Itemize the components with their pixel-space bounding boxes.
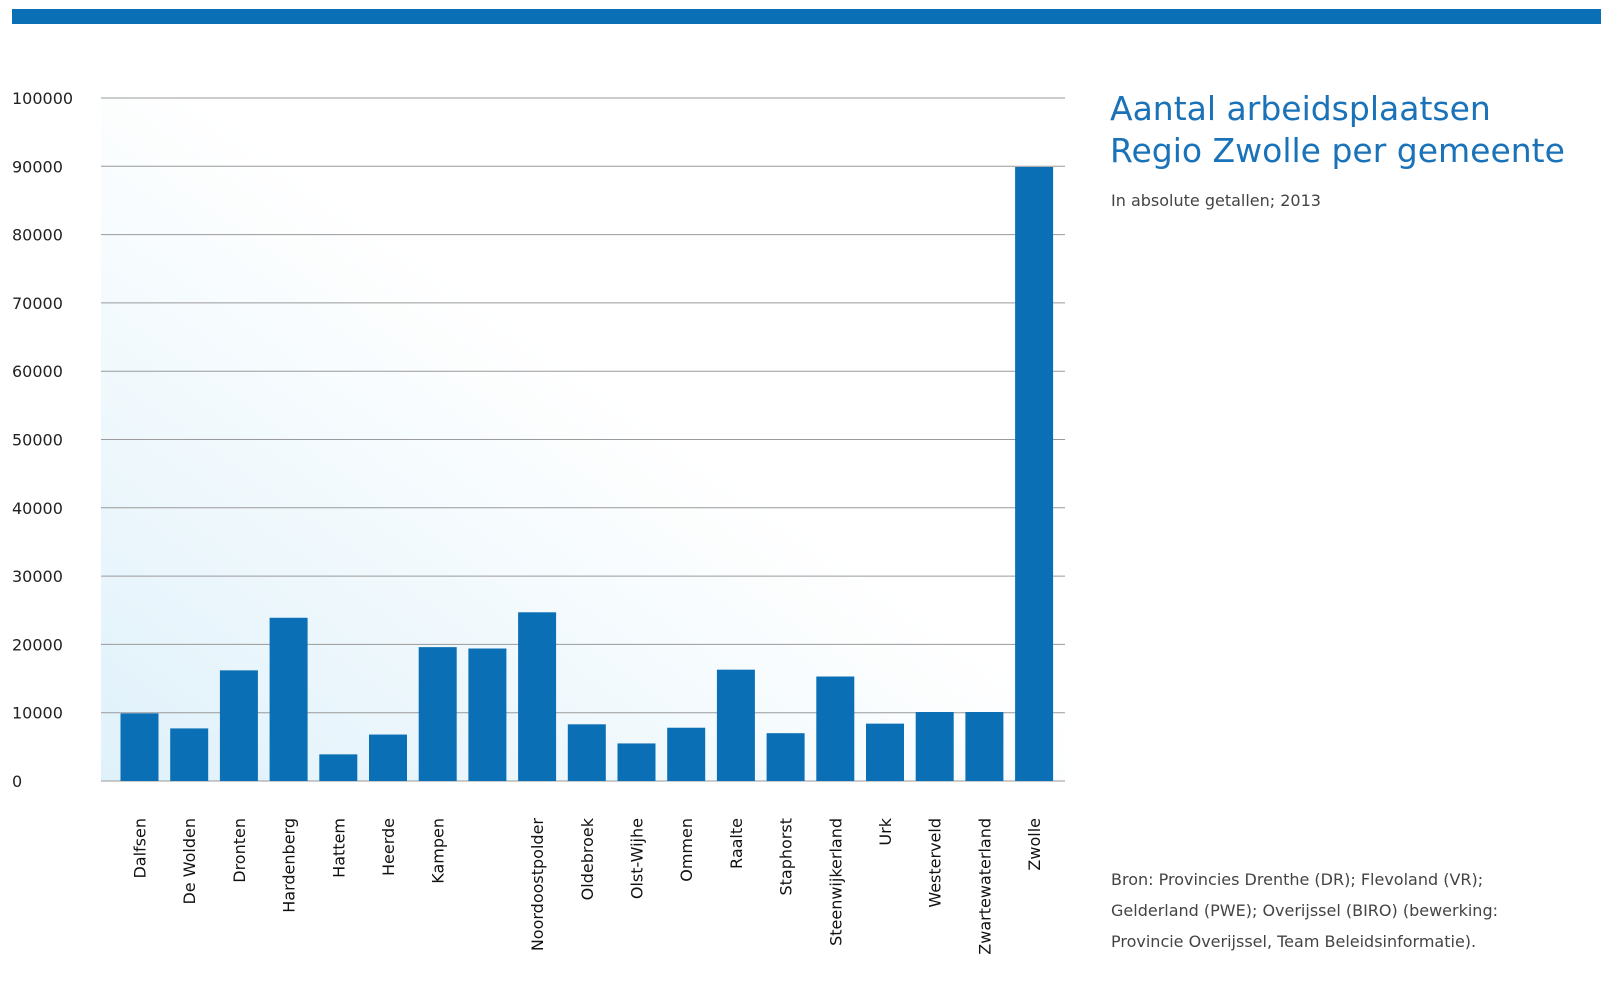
bar [766,733,805,781]
x-category-label: Kampen [429,818,448,884]
x-category-label: Hardenberg [280,818,299,913]
x-category-label: Oldebroek [578,817,597,900]
bar [667,727,706,781]
x-category-label: Raalte [727,818,746,869]
x-category-label: Zwartewaterland [975,818,994,955]
x-category-label: Ommen [677,818,696,882]
bar [418,647,457,781]
bar [965,712,1004,781]
y-tick-label: 60000 [12,362,63,381]
bar [319,754,358,781]
y-tick-label: 40000 [12,499,63,518]
bars [120,166,1054,781]
x-category-label: Westerveld [926,818,945,908]
bar [816,676,855,781]
x-category-label: Olst-Wijhe [628,818,647,899]
x-category-label: Hattem [329,818,348,878]
x-category-label: Zwolle [1025,818,1044,871]
x-axis-category-labels: Dalfsen De Wolden Dronten Hardenberg Hattem H… [131,817,1045,954]
y-tick-label: 80000 [12,226,63,245]
chart-subtitle: In absolute getallen; 2013 [1111,191,1321,210]
y-tick-label: 20000 [12,635,63,654]
chart-title-line: Regio Zwolle per gemeente [1110,131,1565,170]
bar [120,713,159,781]
bar [1015,166,1054,781]
x-category-label: Steenwijkerland [826,818,845,946]
y-tick-label: 70000 [12,294,63,313]
bar [170,728,209,781]
x-category-label: Dronten [230,818,249,883]
bar [518,612,557,781]
bar [219,670,258,781]
y-tick-label: 50000 [12,431,63,450]
x-category-label: Staphorst [777,818,796,896]
y-tick-label: 0 [12,772,22,791]
x-category-label: Noordoostpolder [528,818,547,952]
bar [468,648,507,781]
x-category-label: Urk [876,817,895,845]
source-note: Bron: Provincies Drenthe (DR); Flevoland… [1111,870,1498,951]
x-category-label: Dalfsen [131,818,150,879]
bar [617,743,656,781]
y-tick-label: 30000 [12,567,63,586]
bar [915,712,954,781]
bar [866,723,904,781]
bar [369,734,407,781]
y-tick-label: 100000 [12,89,73,108]
bar [567,724,606,781]
chart-title-line: Aantal arbeidsplaatsen [1110,89,1491,128]
x-category-label: De Wolden [180,818,199,905]
bar [269,617,308,781]
y-tick-label: 10000 [12,704,63,723]
y-tick-label: 90000 [12,157,63,176]
header-band [12,9,1601,24]
x-category-label: Heerde [379,818,398,876]
chart-title: Aantal arbeidsplaatsen Regio Zwolle per … [1110,88,1590,172]
y-axis-tick-labels: 0 10000 20000 30000 40000 50000 60000 70000 8000… [12,89,73,791]
bar [716,669,755,781]
